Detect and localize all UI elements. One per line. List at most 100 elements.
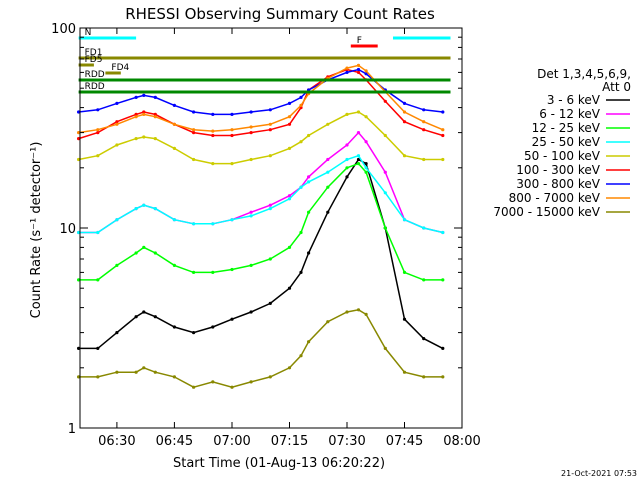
series-point [422, 157, 426, 162]
series-point [249, 380, 253, 384]
series-line [78, 158, 444, 350]
series-point [142, 310, 146, 314]
series-point [211, 380, 215, 384]
series-point [268, 301, 272, 305]
y-tick-label: 100 [51, 22, 76, 37]
series-point [249, 263, 253, 267]
series-point [299, 95, 303, 99]
series-point [441, 157, 445, 162]
series-point [115, 143, 119, 147]
series-point [142, 110, 146, 114]
series-point [422, 226, 426, 230]
series-point [364, 72, 368, 76]
x-tick-label: 07:30 [328, 434, 365, 449]
series-point [356, 67, 361, 72]
x-tick-label: 07:45 [386, 434, 423, 449]
series-point [211, 270, 215, 274]
series-point [307, 180, 311, 184]
x-axis: 06:30 06:45 07:00 07:15 07:30 07:45 08:00 [98, 28, 481, 449]
series-point [299, 270, 303, 274]
series-point [268, 257, 272, 261]
series-point [115, 218, 119, 222]
series-point [192, 222, 196, 226]
series-point [364, 166, 368, 170]
series-line [78, 111, 443, 165]
series-point [142, 245, 146, 249]
series-point [153, 115, 157, 119]
series-point [134, 315, 138, 319]
series-point [356, 110, 361, 114]
series-point [77, 375, 81, 379]
annotation-label-n: N [85, 28, 92, 38]
series-point [142, 112, 146, 116]
series-point [422, 108, 426, 112]
series-point [268, 108, 272, 112]
series-12-25-kev [77, 162, 445, 282]
series-point [326, 320, 330, 324]
series-point [96, 154, 100, 158]
series-line [78, 131, 443, 234]
series-point [402, 110, 407, 114]
legend-label-7000-15000-kev: 7000 - 15000 keV [493, 205, 600, 219]
annotation-label-fd4: FD4 [111, 63, 129, 73]
series-point [249, 131, 253, 135]
series-point [77, 131, 81, 135]
series-point [77, 157, 81, 162]
series-point [287, 115, 292, 119]
series-point [230, 112, 234, 116]
series-point [287, 245, 292, 249]
series-point [211, 162, 215, 166]
x-axis-label: Start Time (01-Aug-13 06:20:22) [173, 456, 385, 471]
x-tick-label: 08:00 [443, 434, 480, 449]
series-point [422, 337, 426, 341]
series-point [402, 101, 407, 105]
series-point [134, 115, 138, 119]
series-point [115, 101, 119, 105]
series-point [268, 375, 272, 379]
series-point [115, 263, 119, 267]
series-point [402, 370, 407, 374]
series-point [153, 137, 157, 141]
y-axis-label: Count Rate (s⁻¹ detector⁻¹) [29, 142, 44, 319]
series-point [268, 154, 272, 158]
series-point [115, 120, 119, 124]
series-line [78, 309, 443, 389]
series-point [422, 120, 426, 124]
series-point [307, 340, 311, 344]
series-point [134, 137, 138, 141]
series-7000-15000-kev [77, 308, 445, 389]
series-point [96, 230, 100, 235]
series-point [115, 122, 119, 126]
series-point [356, 308, 361, 312]
series-point [441, 128, 445, 132]
series-point [441, 133, 445, 138]
series-point [268, 207, 272, 211]
x-tick-label: 07:00 [213, 434, 250, 449]
series-point [307, 133, 311, 138]
y-tick-label: 1 [68, 422, 76, 437]
series-point [211, 129, 215, 133]
series-point [172, 218, 176, 222]
series-point [356, 131, 361, 135]
series-point [77, 110, 81, 114]
series-point [249, 110, 253, 114]
series-point [230, 128, 234, 132]
series-point [96, 375, 100, 379]
legend-label-50-100-kev: 50 - 100 keV [524, 149, 601, 163]
series-point [134, 370, 138, 374]
series-point [77, 137, 81, 141]
series-point [249, 157, 253, 162]
series-point [345, 70, 349, 74]
series-point [192, 270, 196, 274]
series-point [192, 385, 196, 389]
series-point [230, 162, 234, 166]
annotation-label-fd5: FD5 [85, 55, 103, 65]
series-point [345, 175, 349, 179]
series-point [383, 346, 387, 350]
series-point [402, 154, 407, 158]
annotation-label-rdd: RDD [85, 82, 105, 92]
series-point [345, 66, 349, 70]
series-point [422, 375, 426, 379]
